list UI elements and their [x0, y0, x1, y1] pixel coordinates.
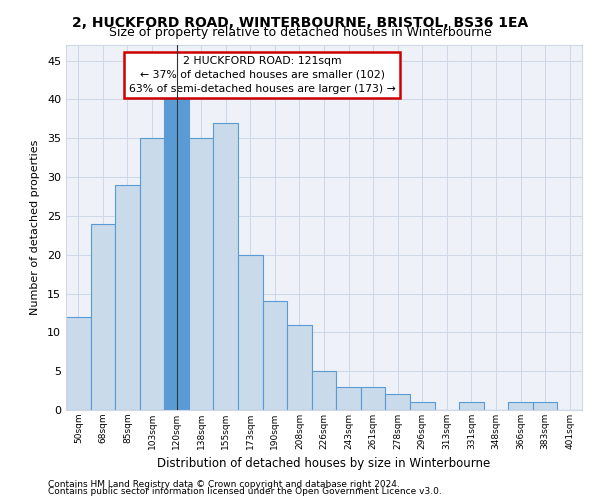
Bar [385, 394, 410, 410]
Bar [410, 402, 434, 410]
Bar [164, 84, 189, 410]
Bar [361, 386, 385, 410]
Bar [140, 138, 164, 410]
Bar [238, 254, 263, 410]
Bar [312, 371, 336, 410]
Bar [263, 302, 287, 410]
Text: Contains public sector information licensed under the Open Government Licence v3: Contains public sector information licen… [48, 487, 442, 496]
X-axis label: Distribution of detached houses by size in Winterbourne: Distribution of detached houses by size … [157, 458, 491, 470]
Bar [214, 122, 238, 410]
Text: 2 HUCKFORD ROAD: 121sqm
← 37% of detached houses are smaller (102)
63% of semi-d: 2 HUCKFORD ROAD: 121sqm ← 37% of detache… [129, 56, 395, 94]
Bar [189, 138, 214, 410]
Text: Contains HM Land Registry data © Crown copyright and database right 2024.: Contains HM Land Registry data © Crown c… [48, 480, 400, 489]
Bar [336, 386, 361, 410]
Bar [508, 402, 533, 410]
Bar [115, 185, 140, 410]
Bar [91, 224, 115, 410]
Text: Size of property relative to detached houses in Winterbourne: Size of property relative to detached ho… [109, 26, 491, 39]
Bar [533, 402, 557, 410]
Bar [459, 402, 484, 410]
Text: 2, HUCKFORD ROAD, WINTERBOURNE, BRISTOL, BS36 1EA: 2, HUCKFORD ROAD, WINTERBOURNE, BRISTOL,… [72, 16, 528, 30]
Bar [287, 324, 312, 410]
Y-axis label: Number of detached properties: Number of detached properties [30, 140, 40, 315]
Bar [66, 317, 91, 410]
